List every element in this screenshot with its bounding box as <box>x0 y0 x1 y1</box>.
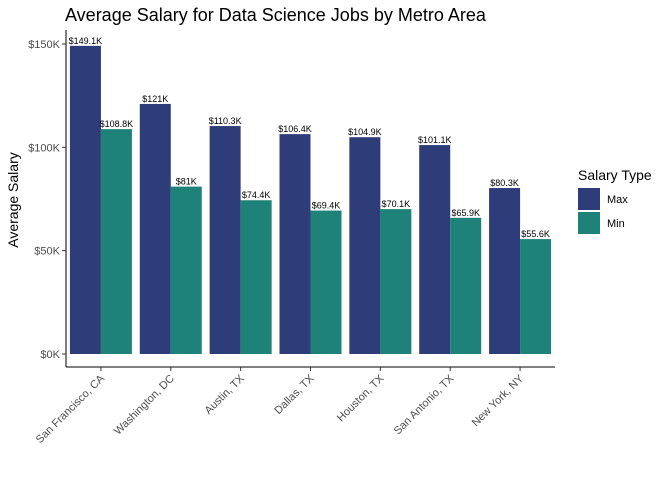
legend-label-max: Max <box>607 194 628 206</box>
data-label: $104.9K <box>348 127 382 137</box>
y-tick-label: $0K <box>40 349 60 361</box>
data-label: $108.8K <box>100 119 134 129</box>
y-tick-label: $100K <box>28 142 60 154</box>
data-label: $106.4K <box>278 124 312 134</box>
bar-min <box>380 209 412 354</box>
bar-min <box>100 129 132 354</box>
bar-max <box>489 188 521 354</box>
x-tick-label: San Francisco, CA <box>34 372 108 446</box>
bar-min <box>450 217 482 354</box>
bar-min <box>170 186 202 354</box>
bar-max <box>209 126 241 355</box>
legend-label-min: Min <box>607 218 625 230</box>
x-tick-label: Dallas, TX <box>272 372 317 417</box>
y-axis-title: Average Salary <box>5 152 21 247</box>
bar-max <box>139 103 171 354</box>
data-label: $101.1K <box>418 135 452 145</box>
bar-max <box>349 137 381 354</box>
x-tick-label: Houston, TX <box>335 372 387 424</box>
data-label: $121K <box>142 94 168 104</box>
data-label: $55.6K <box>521 229 550 239</box>
bar-max <box>279 134 311 354</box>
data-label: $65.9K <box>451 208 480 218</box>
x-tick-label: Austin, TX <box>203 372 248 417</box>
data-label: $80.3K <box>490 178 519 188</box>
data-label: $110.3K <box>209 116 242 126</box>
y-tick-label: $150K <box>28 39 60 51</box>
data-label: $81K <box>176 177 197 187</box>
x-tick-label: Washington, DC <box>112 373 177 438</box>
data-label: $70.1K <box>382 199 411 209</box>
legend-key-max <box>578 188 600 210</box>
bar-min <box>520 239 552 354</box>
bar-max <box>69 45 101 355</box>
data-label: $149.1K <box>69 36 103 46</box>
legend-title: Salary Type <box>578 167 652 183</box>
x-tick-label: San Antonio, TX <box>392 372 457 437</box>
bar-max <box>419 145 451 354</box>
y-tick-label: $50K <box>34 246 60 258</box>
data-label: $74.4K <box>242 190 271 200</box>
data-label: $69.4K <box>312 201 341 211</box>
legend-key-min <box>578 212 600 234</box>
chart-title: Average Salary for Data Science Jobs by … <box>65 5 486 25</box>
bar-min <box>310 210 342 354</box>
bar-min <box>240 200 272 354</box>
x-tick-label: New York, NY <box>470 372 527 429</box>
